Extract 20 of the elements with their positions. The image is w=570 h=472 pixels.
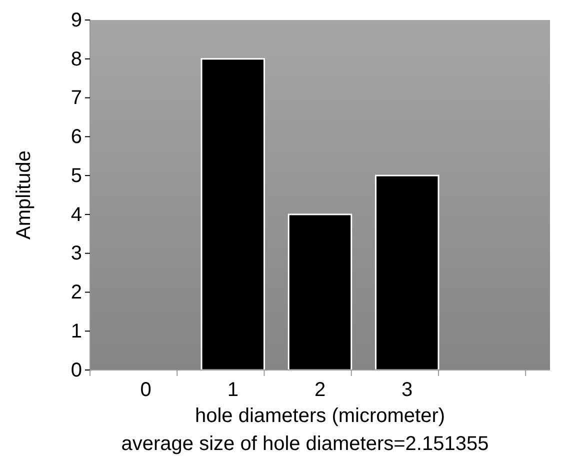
y-tick-label: 5 — [70, 164, 82, 187]
y-tick-label: 9 — [70, 9, 82, 32]
y-tick-label: 0 — [70, 359, 82, 382]
y-tick-label: 2 — [70, 282, 82, 304]
y-axis-title: Amplitude — [13, 150, 35, 240]
y-tick-label: 7 — [70, 87, 82, 110]
y-tick-label: 6 — [70, 126, 82, 148]
bar — [288, 214, 352, 371]
x-tick-label: 2 — [314, 379, 326, 401]
text: average size of hole diameters=2.151355 — [121, 433, 489, 455]
bar — [375, 174, 440, 371]
y-tick-label: 8 — [70, 48, 82, 70]
x-tick-label: 0 — [140, 379, 152, 401]
y-tick-label: 4 — [70, 204, 82, 226]
x-axis-title: hole diameters (micrometer) — [194, 405, 446, 427]
x-tick-label: 3 — [402, 379, 413, 401]
y-tick-label: 3 — [70, 242, 82, 265]
x-tick-label: 1 — [227, 379, 238, 401]
y-tick-label: 1 — [70, 320, 82, 343]
bar — [200, 58, 265, 371]
